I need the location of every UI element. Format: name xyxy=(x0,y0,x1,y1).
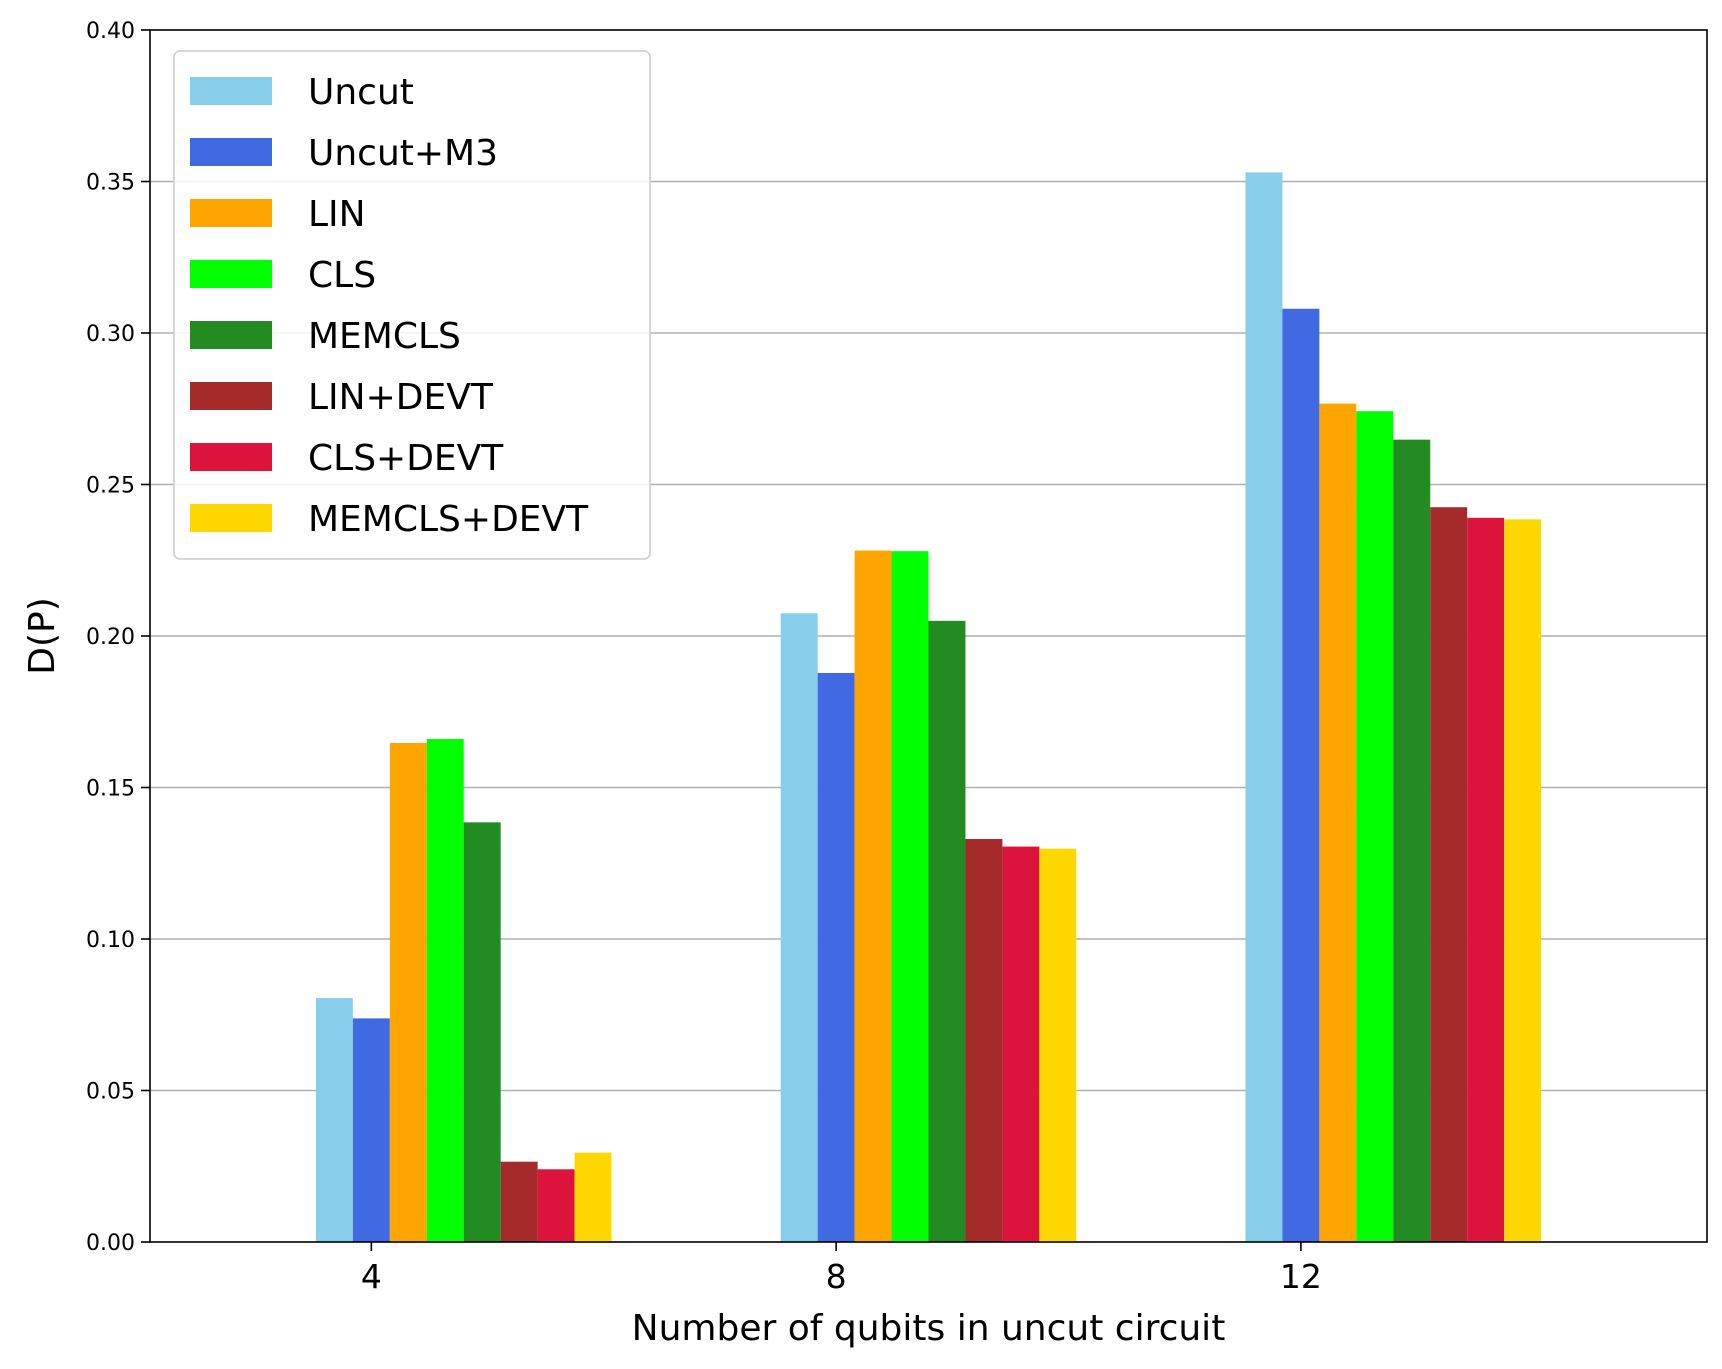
bar-memcls-12 xyxy=(1393,439,1431,1242)
legend-swatch xyxy=(190,443,272,471)
bar-lin-devt-12 xyxy=(1430,507,1468,1243)
bars xyxy=(315,172,1542,1243)
bar-cls-devt-12 xyxy=(1467,517,1505,1242)
legend-swatch xyxy=(190,382,272,410)
bar-lin-8 xyxy=(854,550,892,1242)
legend-swatch xyxy=(190,77,272,105)
bar-cls-12 xyxy=(1356,411,1394,1242)
bar-uncut-m3-8 xyxy=(817,672,855,1242)
bar-memcls-devt-12 xyxy=(1504,519,1542,1242)
legend-label: CLS+DEVT xyxy=(308,438,504,479)
bar-memcls-4 xyxy=(463,822,501,1242)
legend-label: Uncut+M3 xyxy=(308,133,498,174)
x-axis-title: Number of qubits in uncut circuit xyxy=(632,1308,1226,1349)
bar-lin-4 xyxy=(389,742,427,1242)
y-tick-label: 0.40 xyxy=(86,19,135,44)
x-axis: 4 8 12 xyxy=(361,1242,1322,1296)
legend: Uncut Uncut+M3 LIN CLS MEMCLS LIN+DEVT CLS+DEV… xyxy=(173,50,651,560)
y-tick-label: 0.35 xyxy=(86,171,135,196)
y-axis-title: D(P) xyxy=(22,597,63,675)
legend-label: Uncut xyxy=(308,72,414,113)
legend-label: LIN xyxy=(308,194,366,235)
bar-cls-devt-4 xyxy=(537,1169,575,1242)
x-tick-label: 4 xyxy=(361,1257,382,1296)
bar-cls-4 xyxy=(426,739,464,1242)
y-tick-label: 0.30 xyxy=(86,322,135,347)
bar-lin-devt-8 xyxy=(965,839,1003,1242)
x-tick-label: 8 xyxy=(826,1257,847,1296)
bar-memcls-8 xyxy=(928,620,966,1242)
y-tick-label: 0.25 xyxy=(86,474,135,499)
bar-cls-8 xyxy=(891,551,929,1242)
bar-memcls-devt-4 xyxy=(574,1152,612,1242)
y-tick-label: 0.15 xyxy=(86,777,135,802)
legend-label: CLS xyxy=(308,255,376,296)
legend-swatch xyxy=(190,504,272,532)
legend-frame xyxy=(173,50,651,560)
legend-swatch xyxy=(190,260,272,288)
y-axis: 0.00 0.05 0.10 0.15 0.20 0.25 0.30 0.35 0.40 xyxy=(86,19,150,1256)
legend-label: MEMCLS xyxy=(308,316,461,357)
bar-lin-12 xyxy=(1319,403,1357,1242)
y-tick-label: 0.00 xyxy=(86,1231,135,1256)
bar-uncut-4 xyxy=(315,998,353,1242)
y-tick-label: 0.10 xyxy=(86,928,135,953)
legend-swatch xyxy=(190,321,272,349)
bar-memcls-devt-8 xyxy=(1039,848,1077,1242)
legend-swatch xyxy=(190,138,272,166)
y-tick-label: 0.20 xyxy=(86,625,135,650)
y-tick-label: 0.05 xyxy=(86,1080,135,1105)
bar-lin-devt-4 xyxy=(500,1161,538,1242)
legend-swatch xyxy=(190,199,272,227)
bar-uncut-m3-4 xyxy=(352,1018,390,1242)
bar-uncut-12 xyxy=(1245,172,1283,1242)
bar-cls-devt-8 xyxy=(1002,846,1040,1242)
legend-label: LIN+DEVT xyxy=(308,377,494,418)
bar-uncut-8 xyxy=(780,613,818,1242)
x-tick-label: 12 xyxy=(1280,1257,1322,1296)
bar-uncut-m3-12 xyxy=(1282,308,1320,1242)
legend-label: MEMCLS+DEVT xyxy=(308,499,589,540)
